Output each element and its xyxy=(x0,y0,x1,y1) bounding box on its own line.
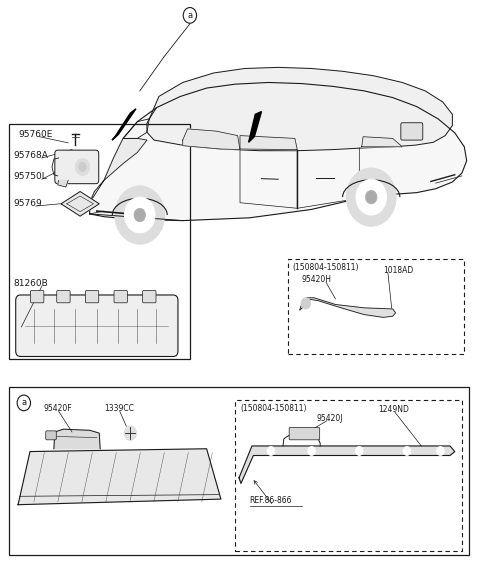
Polygon shape xyxy=(61,192,99,216)
Circle shape xyxy=(267,447,275,455)
Circle shape xyxy=(79,162,86,171)
FancyBboxPatch shape xyxy=(55,150,99,184)
Polygon shape xyxy=(239,446,455,483)
Circle shape xyxy=(75,158,90,175)
Circle shape xyxy=(301,298,311,309)
FancyBboxPatch shape xyxy=(289,428,320,440)
FancyBboxPatch shape xyxy=(31,291,44,303)
Polygon shape xyxy=(18,449,221,505)
Text: 81260B: 81260B xyxy=(13,279,48,288)
Circle shape xyxy=(347,168,396,226)
Polygon shape xyxy=(300,298,396,318)
Polygon shape xyxy=(183,129,240,149)
Circle shape xyxy=(356,447,363,455)
Bar xyxy=(288,259,464,353)
Text: a: a xyxy=(187,11,192,20)
Circle shape xyxy=(356,179,386,215)
Circle shape xyxy=(124,426,136,441)
FancyBboxPatch shape xyxy=(16,295,178,356)
Circle shape xyxy=(308,447,315,455)
Text: 95420J: 95420J xyxy=(316,414,343,423)
Polygon shape xyxy=(362,137,402,147)
Text: REF.86-866: REF.86-866 xyxy=(250,496,292,505)
Polygon shape xyxy=(54,429,100,449)
FancyBboxPatch shape xyxy=(401,123,423,140)
Text: 95750L: 95750L xyxy=(13,173,47,182)
Polygon shape xyxy=(112,109,136,140)
FancyBboxPatch shape xyxy=(143,291,156,303)
Polygon shape xyxy=(58,180,68,187)
Text: (150804-150811): (150804-150811) xyxy=(240,404,307,413)
Polygon shape xyxy=(240,135,297,149)
Polygon shape xyxy=(90,138,147,203)
Text: 1339CC: 1339CC xyxy=(104,404,134,413)
Polygon shape xyxy=(147,67,452,151)
FancyBboxPatch shape xyxy=(114,291,127,303)
Text: 95420F: 95420F xyxy=(43,404,72,413)
Bar xyxy=(235,400,462,551)
Bar xyxy=(9,387,469,555)
Circle shape xyxy=(115,186,165,244)
Polygon shape xyxy=(90,83,467,221)
FancyBboxPatch shape xyxy=(57,291,70,303)
Circle shape xyxy=(365,191,377,204)
Text: (150804-150811): (150804-150811) xyxy=(292,263,359,272)
Circle shape xyxy=(437,447,444,455)
Circle shape xyxy=(403,447,411,455)
Text: a: a xyxy=(21,398,26,407)
FancyBboxPatch shape xyxy=(85,291,99,303)
Text: 1018AD: 1018AD xyxy=(383,266,413,275)
Polygon shape xyxy=(249,111,262,142)
Circle shape xyxy=(124,197,155,233)
FancyBboxPatch shape xyxy=(46,431,56,440)
Text: 1249ND: 1249ND xyxy=(378,405,409,414)
Circle shape xyxy=(134,209,145,222)
Text: 95760E: 95760E xyxy=(18,130,52,139)
Bar xyxy=(9,124,190,359)
Text: 95768A: 95768A xyxy=(13,151,48,160)
Text: 95420H: 95420H xyxy=(301,275,331,284)
Text: 95769: 95769 xyxy=(13,200,42,209)
